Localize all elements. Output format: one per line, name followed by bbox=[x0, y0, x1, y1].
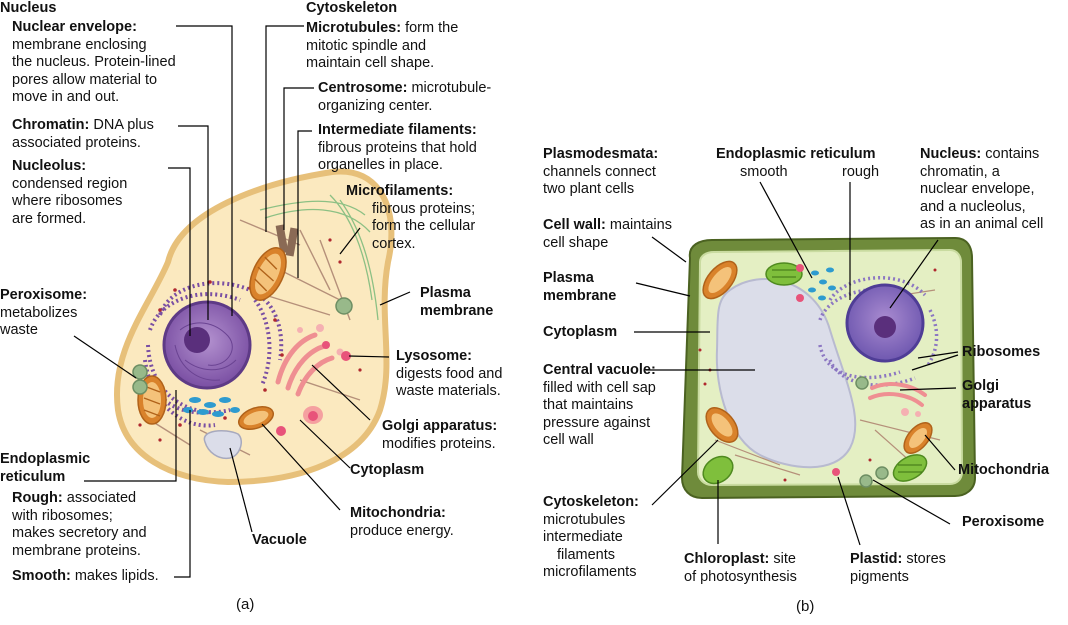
label-plastid: Plastid: stores pigments bbox=[850, 551, 946, 585]
label-nucleus-plant: Nucleus: contains chromatin, a nuclear e… bbox=[920, 146, 1044, 232]
plant-golgi bbox=[868, 382, 927, 407]
label-centrosome: Centrosome: microtubule- organizing cent… bbox=[318, 80, 492, 114]
animal-lysosome bbox=[276, 341, 351, 436]
label-mitochondria-animal: Mitochondria: produce energy. bbox=[350, 505, 454, 539]
animal-golgi-vesicles bbox=[297, 324, 344, 356]
label-nucleolus: Nucleolus: condensed region where riboso… bbox=[12, 158, 128, 227]
label-central-vacuole: Central vacuole: filled with cell sap th… bbox=[543, 362, 656, 448]
label-cell-wall: Cell wall: maintains cell shape bbox=[543, 217, 672, 251]
label-rough-er: Rough: associated with ribosomes; makes … bbox=[12, 490, 147, 559]
plant-nucleolus bbox=[874, 316, 896, 338]
label-lysosome: Lysosome: digests food and waste materia… bbox=[396, 348, 503, 399]
label-plasma-membrane-plant: Plasma membrane bbox=[543, 270, 617, 304]
animal-mitochondria bbox=[137, 247, 287, 430]
label-cytoplasm-animal: Cytoplasm bbox=[350, 462, 425, 478]
animal-vacuole bbox=[203, 429, 242, 460]
label-cytoskeleton-heading: Cytoskeleton bbox=[306, 0, 398, 16]
label-golgi-apparatus: Golgi apparatus: modifies proteins. bbox=[382, 418, 498, 452]
animal-chromatin bbox=[174, 322, 237, 381]
plant-cell bbox=[680, 236, 977, 500]
animal-peroxisome bbox=[132, 297, 353, 395]
leader-lines bbox=[73, 25, 959, 578]
caption-b: (b) bbox=[796, 598, 815, 615]
label-endoplasmic-reticulum-plant: Endoplasmic reticulum smooth rough bbox=[716, 146, 880, 180]
label-smooth-er: Smooth: makes lipids. bbox=[12, 568, 159, 584]
plant-chloroplast bbox=[702, 262, 928, 485]
animal-nucleolus bbox=[184, 327, 210, 353]
label-nucleus-heading: Nucleus bbox=[0, 0, 57, 16]
label-ribosomes: Ribosomes bbox=[962, 344, 1041, 360]
label-microfilaments: Microfilaments: fibrous proteins; form t… bbox=[346, 183, 476, 252]
label-peroxisome: Peroxisome: metabolizes waste bbox=[0, 287, 88, 338]
plant-chloroplast-thylakoids bbox=[772, 269, 922, 473]
label-chloroplast: Chloroplast: site of photosynthesis bbox=[684, 551, 797, 585]
label-chromatin: Chromatin: DNA plus associated proteins. bbox=[12, 117, 154, 151]
caption-a: (a) bbox=[236, 596, 255, 613]
centrosome bbox=[275, 224, 299, 257]
animal-golgi bbox=[275, 332, 335, 397]
label-cytoskeleton-plant: Cytoskeleton: microtubules intermediate … bbox=[543, 494, 639, 580]
plant-central-vacuole bbox=[715, 278, 857, 469]
label-intermediate-filaments: Intermediate filaments: fibrous proteins… bbox=[318, 122, 477, 173]
label-endoplasmic-reticulum: Endoplasmic reticulum bbox=[0, 451, 91, 485]
label-mitochondria-plant: Mitochondria bbox=[958, 462, 1050, 478]
label-nuclear-envelope: Nuclear envelope: membrane enclosing the… bbox=[12, 19, 176, 105]
label-plasmodesmata: Plasmodesmata: channels connect two plan… bbox=[543, 146, 659, 197]
plant-mitochondria bbox=[702, 260, 933, 454]
plant-plastid bbox=[796, 264, 840, 476]
label-peroxisome-plant: Peroxisome bbox=[962, 514, 1045, 530]
label-cytoplasm-plant: Cytoplasm bbox=[543, 324, 618, 340]
label-animal-vacuole: Vacuole bbox=[252, 532, 307, 548]
animal-cell bbox=[113, 168, 395, 486]
label-golgi-plant: Golgi apparatus bbox=[962, 378, 1032, 412]
label-plasma-membrane-animal: Plasma membrane bbox=[420, 285, 494, 319]
plant-peroxisome bbox=[855, 376, 889, 488]
animal-microfilaments bbox=[259, 194, 379, 321]
label-microtubules: Microtubules: form the mitotic spindle a… bbox=[306, 20, 459, 71]
plant-smooth-er bbox=[808, 267, 836, 301]
plant-golgi-vesicles bbox=[901, 408, 921, 417]
